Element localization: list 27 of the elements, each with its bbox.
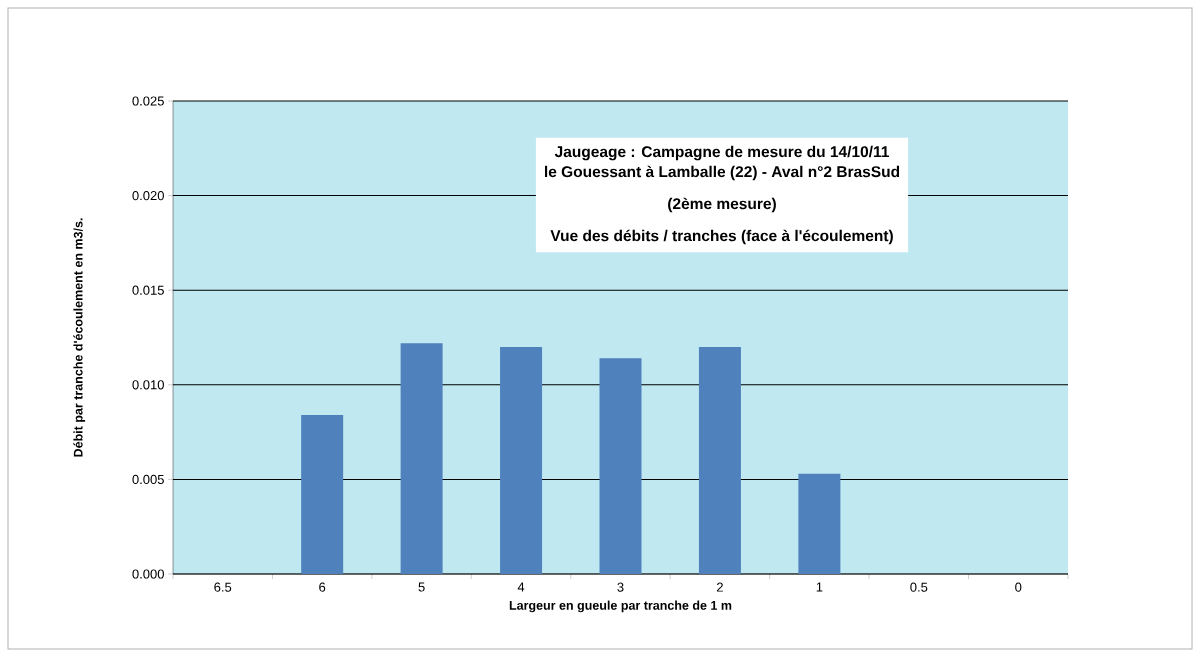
x-tick-label: 6 <box>319 582 326 592</box>
text: le Gouessant à Lamballe (22) - Aval n°2 BrasSud <box>544 165 900 181</box>
x-tick-label: 2 <box>716 582 723 592</box>
annotation: Vue des débits / tranches (face à l'écoulement) <box>550 229 893 245</box>
x-tick-label: 4 <box>517 582 525 592</box>
bar <box>400 343 443 574</box>
bar <box>798 473 841 574</box>
bar <box>698 346 741 574</box>
x-tick-label: 3 <box>617 582 624 592</box>
y-tick-label: 0.015 <box>132 285 164 295</box>
y-tick-label: 0.025 <box>132 96 164 106</box>
bar <box>599 358 642 574</box>
x-tick-label: 0.5 <box>910 582 928 592</box>
x-tick-label: 6.5 <box>214 582 232 592</box>
y-axis-title: Débit par tranche d'écoulement en m3/s. <box>73 218 86 457</box>
y-tick-label: 0.010 <box>132 380 164 390</box>
text: Jaugeage : Campagne de mesure du 14/10/11 <box>554 145 889 161</box>
x-tick-label: 0 <box>1015 582 1022 592</box>
annotation: (2ème mesure) <box>668 197 776 213</box>
bar <box>500 346 543 574</box>
x-tick-label: 1 <box>816 582 823 592</box>
bar <box>301 415 344 574</box>
y-tick-label: 0.005 <box>132 474 164 484</box>
x-tick-label: 5 <box>418 582 425 592</box>
x-axis-title: Largeur en gueule par tranche de 1 m <box>509 600 732 613</box>
y-tick-label: 0.000 <box>132 569 164 579</box>
y-tick-label: 0.020 <box>132 190 164 201</box>
